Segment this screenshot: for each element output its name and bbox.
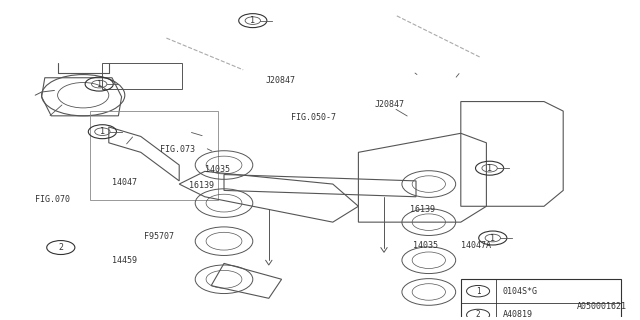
Text: 2: 2 bbox=[58, 243, 63, 252]
Text: 16139: 16139 bbox=[189, 181, 214, 190]
Text: 14047A: 14047A bbox=[461, 242, 491, 251]
Text: 0104S*G: 0104S*G bbox=[502, 287, 538, 296]
Text: 1: 1 bbox=[100, 127, 105, 136]
Text: F95707: F95707 bbox=[144, 232, 174, 241]
Text: 1: 1 bbox=[250, 16, 255, 25]
Text: 1: 1 bbox=[97, 80, 102, 89]
Text: J20847: J20847 bbox=[374, 100, 404, 109]
Text: 14459: 14459 bbox=[112, 256, 137, 265]
Text: 14035: 14035 bbox=[413, 242, 438, 251]
Text: FIG.070: FIG.070 bbox=[35, 196, 70, 204]
Text: 14047: 14047 bbox=[112, 178, 137, 187]
FancyBboxPatch shape bbox=[461, 279, 621, 320]
Text: FIG.073: FIG.073 bbox=[160, 145, 195, 154]
Text: A40819: A40819 bbox=[502, 310, 532, 319]
Text: 14035: 14035 bbox=[205, 165, 230, 174]
Text: FIG.050-7: FIG.050-7 bbox=[291, 113, 336, 122]
Text: 1: 1 bbox=[490, 234, 495, 243]
Text: 2: 2 bbox=[476, 310, 481, 319]
Text: A050001621: A050001621 bbox=[577, 302, 627, 311]
Text: J20847: J20847 bbox=[266, 76, 296, 85]
Text: 1: 1 bbox=[487, 164, 492, 173]
Text: 16139: 16139 bbox=[410, 205, 435, 214]
Text: 1: 1 bbox=[476, 287, 481, 296]
